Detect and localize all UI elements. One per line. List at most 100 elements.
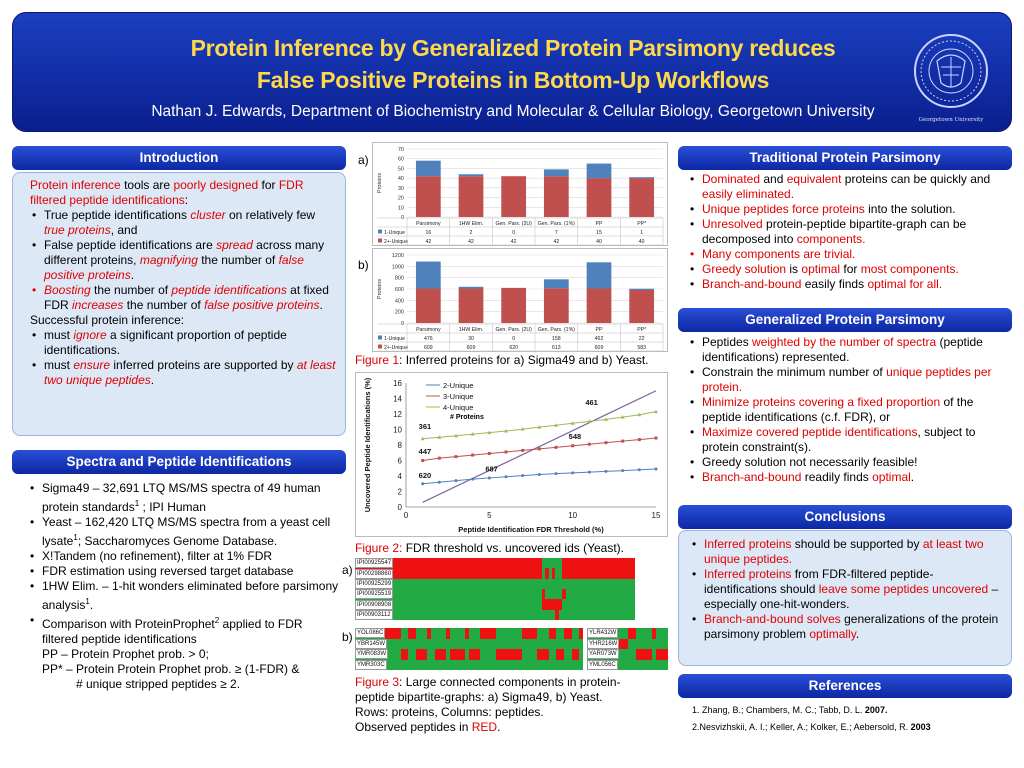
introduction-header: Introduction (12, 146, 346, 170)
heatmap-cell (514, 599, 518, 611)
heatmap-cell (541, 628, 546, 639)
heatmap-cell (565, 589, 570, 600)
heatmap-cell (462, 578, 466, 590)
heatmap-cell (520, 568, 525, 580)
heatmap-cell (476, 659, 481, 671)
fig1a-legend-label: 1-Unique (384, 230, 405, 236)
heatmap-cell (486, 589, 491, 600)
gen-bullet-2: Constrain the minimum number of unique p… (688, 365, 1010, 395)
heatmap-cell (527, 558, 532, 569)
heatmap-cell (552, 568, 556, 580)
fig2-annotation: 461 (585, 398, 598, 407)
heatmap-cell (434, 568, 439, 580)
heatmap-cell (450, 638, 455, 650)
heatmap-row-label: IPI00298860 (355, 568, 394, 579)
heatmap-cell (659, 638, 665, 650)
heatmap-row-label: YHR216W (587, 638, 620, 649)
fig1a-table-series2: 42 (468, 239, 474, 245)
fig2-xtick: 5 (487, 511, 492, 520)
heatmap-cell (400, 659, 405, 671)
fig1b-table-series2: 609 (595, 345, 604, 351)
heatmap-cell (510, 568, 515, 580)
heatmap-cell (545, 578, 549, 590)
fig1b-table-category: 1HW Elim. (459, 327, 484, 333)
heatmap-cell (495, 649, 500, 660)
heatmap-cell (663, 649, 669, 660)
fig2-legend-label: 3-Unique (443, 392, 473, 401)
fig2-legend-label: 4-Unique (443, 403, 473, 412)
heatmap-cell (614, 568, 619, 580)
fig2-ytick: 14 (393, 395, 402, 404)
heatmap-cell (399, 578, 404, 590)
heatmap-cell (479, 558, 484, 569)
heatmap-cell (507, 599, 511, 611)
heatmap-cell (631, 638, 636, 650)
heatmap-cell (493, 578, 498, 590)
fig1b-bar-2unique (415, 288, 441, 323)
heatmap-cell (455, 558, 460, 569)
heatmap-cell (556, 638, 561, 650)
reference-2: 2.Nesvizhskii, A. I.; Keller, A.; Kolker… (692, 722, 931, 732)
heatmap-cell (500, 578, 505, 590)
heatmap-cell (552, 558, 556, 569)
heatmap-cell (482, 558, 487, 569)
heatmap-cell (659, 649, 665, 660)
heatmap-cell (651, 638, 657, 650)
fig2-point (504, 429, 508, 433)
heatmap-cell (393, 628, 398, 639)
heatmap-cell (572, 599, 577, 611)
heatmap-row-label: IPI00925547 (355, 558, 394, 569)
heatmap-cell (441, 558, 446, 569)
heatmap-cell (510, 578, 515, 590)
heatmap-cell (564, 638, 569, 650)
heatmap-cell (537, 628, 542, 639)
heatmap-cell (489, 589, 494, 600)
heatmap-cell (538, 568, 543, 580)
heatmap-cell (419, 638, 424, 650)
fig2-point (554, 423, 558, 427)
heatmap-cell (404, 638, 409, 650)
heatmap-cell (441, 578, 446, 590)
heatmap-cell (469, 628, 474, 639)
heatmap-cell (545, 649, 550, 660)
heatmap-cell (655, 638, 661, 650)
heatmap-cell (458, 609, 463, 621)
heatmap-cell (623, 659, 628, 671)
heatmap-cell (529, 659, 534, 671)
reference-1: 1. Zhang, B.; Chambers, M. C.; Tabb, D. … (692, 705, 888, 715)
fig1a-table-series1: 15 (596, 230, 602, 236)
heatmap-cell (437, 609, 442, 621)
heatmap-cell (593, 568, 598, 580)
heatmap-cell (538, 599, 543, 611)
heatmap-cell (562, 578, 567, 590)
fig2-annotation: 548 (569, 432, 582, 441)
spectra-bullet-2: Yeast – 162,420 LTQ MS/MS spectra from a… (28, 515, 340, 549)
heatmap-cell (503, 599, 508, 611)
heatmap-cell (461, 649, 466, 660)
heatmap-cell (412, 628, 417, 639)
heatmap-cell (552, 649, 557, 660)
heatmap-cell (603, 599, 608, 611)
fig2-proteins-label: # Proteins (450, 414, 484, 421)
heatmap-cell (586, 599, 591, 611)
fig2-chart: 0 2 4 6 8 10 12 14 16 0 5 10 15 Peptide Identificatio… (355, 372, 668, 537)
heatmap-cell (451, 578, 456, 590)
heatmap-cell (389, 628, 394, 639)
fig1a-table-category: Gen. Pars. (2U) (496, 221, 533, 227)
heatmap-cell (639, 638, 645, 650)
heatmap-cell (396, 568, 401, 580)
heatmap-cell (500, 609, 505, 621)
spectra-bullet-1: Sigma49 – 32,691 LTQ MS/MS spectra of 49… (28, 481, 340, 515)
heatmap-cell (627, 638, 632, 650)
heatmap-cell (396, 578, 401, 590)
heatmap-cell (507, 589, 511, 600)
heatmap-cell (488, 649, 493, 660)
heatmap-cell (480, 659, 485, 671)
heatmap-cell (586, 589, 591, 600)
heatmap-cell (514, 558, 518, 569)
heatmap-cell (593, 599, 598, 611)
heatmap-cell (488, 638, 493, 650)
heatmap-cell (465, 599, 470, 611)
heatmap-cell (448, 599, 453, 611)
trad-bullet-1: Dominated and equivalent proteins can be… (688, 172, 1010, 202)
